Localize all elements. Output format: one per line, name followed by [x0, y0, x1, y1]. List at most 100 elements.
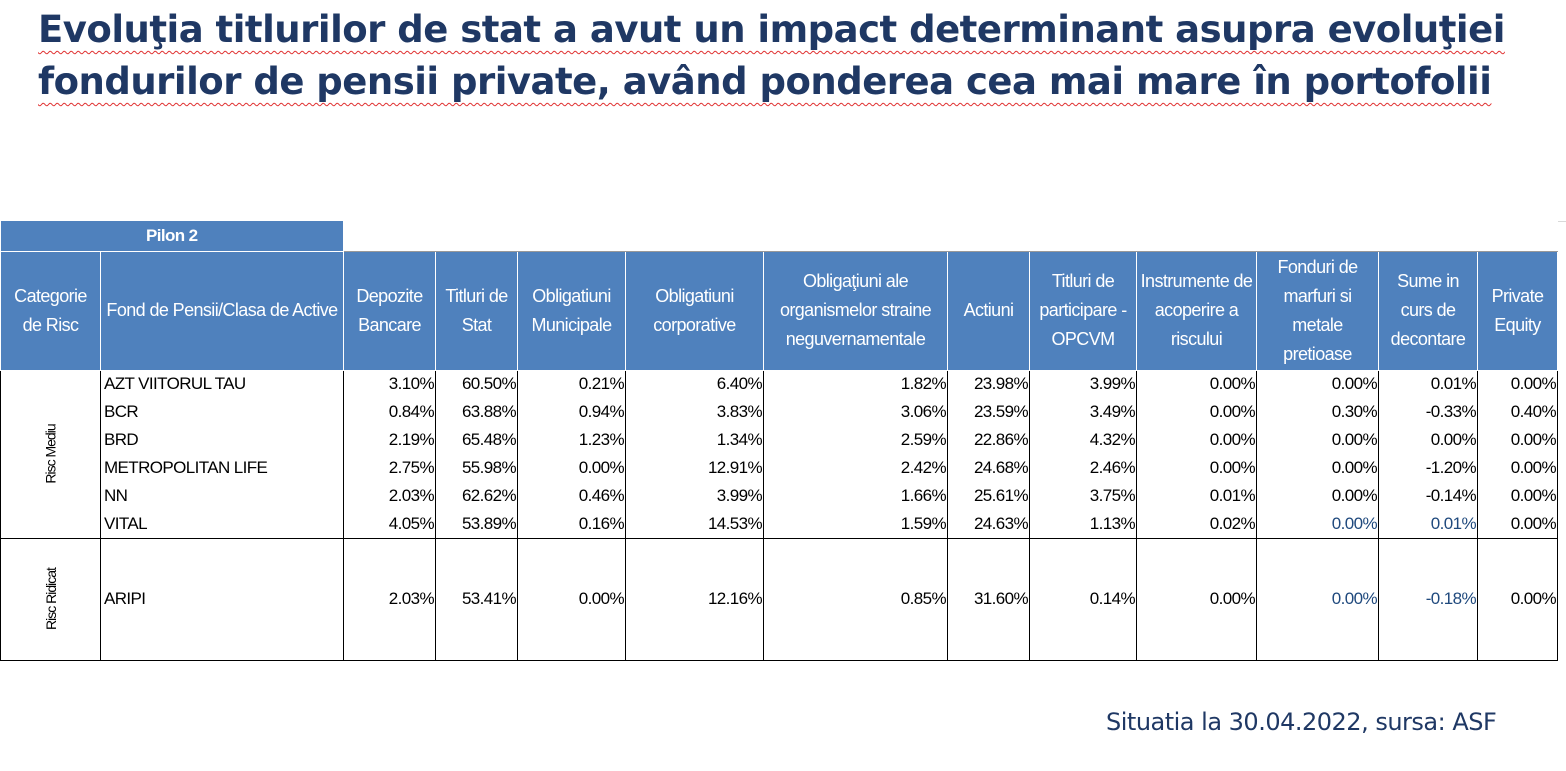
fund-name-cell: ARIPI — [100, 538, 344, 661]
value-cell: 62.62% — [435, 482, 518, 510]
fund-name-cell: NN — [100, 482, 344, 510]
col-header-risk-category: Categorie de Risc — [0, 250, 101, 371]
col-header-settlement: Sume in curs de decontare — [1378, 250, 1478, 371]
value-cell: 6.40% — [625, 370, 764, 398]
value-cell: 1.13% — [1029, 510, 1137, 539]
value-cell: 0.01% — [1136, 482, 1257, 510]
value-cell: 0.84% — [343, 398, 436, 426]
value-cell: 1.82% — [763, 370, 948, 398]
value-cell: 0.00% — [1256, 370, 1379, 398]
value-cell: 65.48% — [435, 426, 518, 454]
col-header-hedging: Instrumente de acoperire a riscului — [1136, 250, 1257, 371]
value-cell: 0.01% — [1378, 510, 1478, 539]
value-cell: 31.60% — [947, 538, 1030, 661]
value-cell: 0.00% — [1136, 398, 1257, 426]
value-cell: 3.99% — [1029, 370, 1137, 398]
title-line-2: fondurilor de pensii private, având pond… — [38, 60, 1492, 103]
risk-category-cell: Risc Ridicat — [0, 538, 101, 661]
value-cell: 63.88% — [435, 398, 518, 426]
value-cell: 25.61% — [947, 482, 1030, 510]
value-cell: 0.00% — [1256, 510, 1379, 539]
slide-title: Evoluţia titlurilor de stat a avut un im… — [38, 4, 1538, 108]
value-cell: 0.46% — [517, 482, 626, 510]
col-header-commodities: Fonduri de marfuri si metale pretioase — [1256, 250, 1379, 371]
value-cell: 2.46% — [1029, 454, 1137, 482]
value-cell: 12.91% — [625, 454, 764, 482]
value-cell: 0.00% — [1477, 482, 1558, 510]
table-row: BCR 0.84% 63.88% 0.94% 3.83% 3.06% 23.59% 3.49%… — [1, 398, 1558, 426]
value-cell: 24.68% — [947, 454, 1030, 482]
col-header-gov-bonds: Titluri de Stat — [435, 250, 518, 371]
header-blank-area — [343, 221, 1558, 252]
value-cell: 2.75% — [343, 454, 436, 482]
value-cell: 4.05% — [343, 510, 436, 539]
value-cell: 0.30% — [1256, 398, 1379, 426]
value-cell: 0.00% — [1477, 510, 1558, 539]
table-row: VITAL 4.05% 53.89% 0.16% 14.53% 1.59% 24.63% 1.… — [1, 510, 1558, 539]
value-cell: 2.42% — [763, 454, 948, 482]
value-cell: 1.23% — [517, 426, 626, 454]
col-header-ucits: Titluri de participare - OPCVM — [1029, 250, 1137, 371]
value-cell: 0.00% — [1477, 454, 1558, 482]
value-cell: 3.99% — [625, 482, 764, 510]
risk-category-label: Risc Mediu — [42, 424, 59, 484]
col-header-municipal-bonds: Obligatiuni Municipale — [517, 250, 626, 371]
value-cell: 0.00% — [517, 454, 626, 482]
col-header-bank-deposits: Depozite Bancare — [343, 250, 436, 371]
col-header-foreign-ngo-bonds: Obligaţiuni ale organismelor straine neg… — [763, 250, 948, 371]
value-cell: 12.16% — [625, 538, 764, 661]
value-cell: 3.83% — [625, 398, 764, 426]
value-cell: 23.59% — [947, 398, 1030, 426]
value-cell: 53.89% — [435, 510, 518, 539]
value-cell: 3.10% — [343, 370, 436, 398]
risk-category-label: Risc Ridicat — [42, 568, 59, 630]
fund-name-cell: METROPOLITAN LIFE — [100, 454, 344, 482]
table-row: Risc Mediu AZT VIITORUL TAU 3.10% 60.50% 0.2… — [0, 370, 1558, 539]
value-cell: 0.00% — [1256, 454, 1379, 482]
value-cell: 3.75% — [1029, 482, 1137, 510]
value-cell: 0.14% — [1029, 538, 1137, 661]
table-row: Risc Ridicat ARIPI 2.03% 53.41% 0.00% 12.16% 0… — [0, 538, 1558, 661]
fund-name-cell: BCR — [100, 398, 344, 426]
value-cell: 0.00% — [1136, 370, 1257, 398]
value-cell: 0.02% — [1136, 510, 1257, 539]
value-cell: 4.32% — [1029, 426, 1137, 454]
value-cell: 0.94% — [517, 398, 626, 426]
value-cell: 0.00% — [1477, 426, 1558, 454]
value-cell: -0.33% — [1378, 398, 1478, 426]
value-cell: 0.00% — [1256, 426, 1379, 454]
table-body: Risc Mediu AZT VIITORUL TAU 3.10% 60.50% 0.2… — [0, 370, 1558, 661]
value-cell: 0.00% — [517, 538, 626, 661]
fund-name-cell: VITAL — [100, 510, 344, 539]
table-header-row: Categorie de Risc Fond de Pensii/Clasa d… — [0, 250, 1558, 371]
value-cell: 14.53% — [625, 510, 764, 539]
value-cell: 0.00% — [1136, 538, 1257, 661]
value-cell: 0.01% — [1378, 370, 1478, 398]
pilon-group-header: Pilon 2 — [0, 221, 344, 251]
value-cell: 0.00% — [1256, 482, 1379, 510]
value-cell: -0.18% — [1378, 538, 1478, 661]
value-cell: 3.06% — [763, 398, 948, 426]
value-cell: 2.03% — [343, 538, 436, 661]
value-cell: -1.20% — [1378, 454, 1478, 482]
value-cell: 0.85% — [763, 538, 948, 661]
value-cell: 0.21% — [517, 370, 626, 398]
value-cell: 0.16% — [517, 510, 626, 539]
value-cell: 0.00% — [1477, 370, 1558, 398]
fund-name-cell: BRD — [100, 426, 344, 454]
value-cell: 2.19% — [343, 426, 436, 454]
value-cell: 2.03% — [343, 482, 436, 510]
value-cell: 0.00% — [1136, 454, 1257, 482]
pension-fund-allocation-table: Pilon 2 Categorie de Risc Fond de Pensii… — [0, 221, 1558, 661]
table-row: METROPOLITAN LIFE 2.75% 55.98% 0.00% 12.91% 2… — [1, 454, 1558, 482]
value-cell: 55.98% — [435, 454, 518, 482]
table-row: BRD 2.19% 65.48% 1.23% 1.34% 2.59% 22.86% 4.32%… — [1, 426, 1558, 454]
value-cell: 3.49% — [1029, 398, 1137, 426]
col-header-shares: Actiuni — [947, 250, 1030, 371]
value-cell: 1.34% — [625, 426, 764, 454]
value-cell: 0.40% — [1477, 398, 1558, 426]
value-cell: 0.00% — [1378, 426, 1478, 454]
value-cell: 23.98% — [947, 370, 1030, 398]
value-cell: 1.66% — [763, 482, 948, 510]
value-cell: 2.59% — [763, 426, 948, 454]
